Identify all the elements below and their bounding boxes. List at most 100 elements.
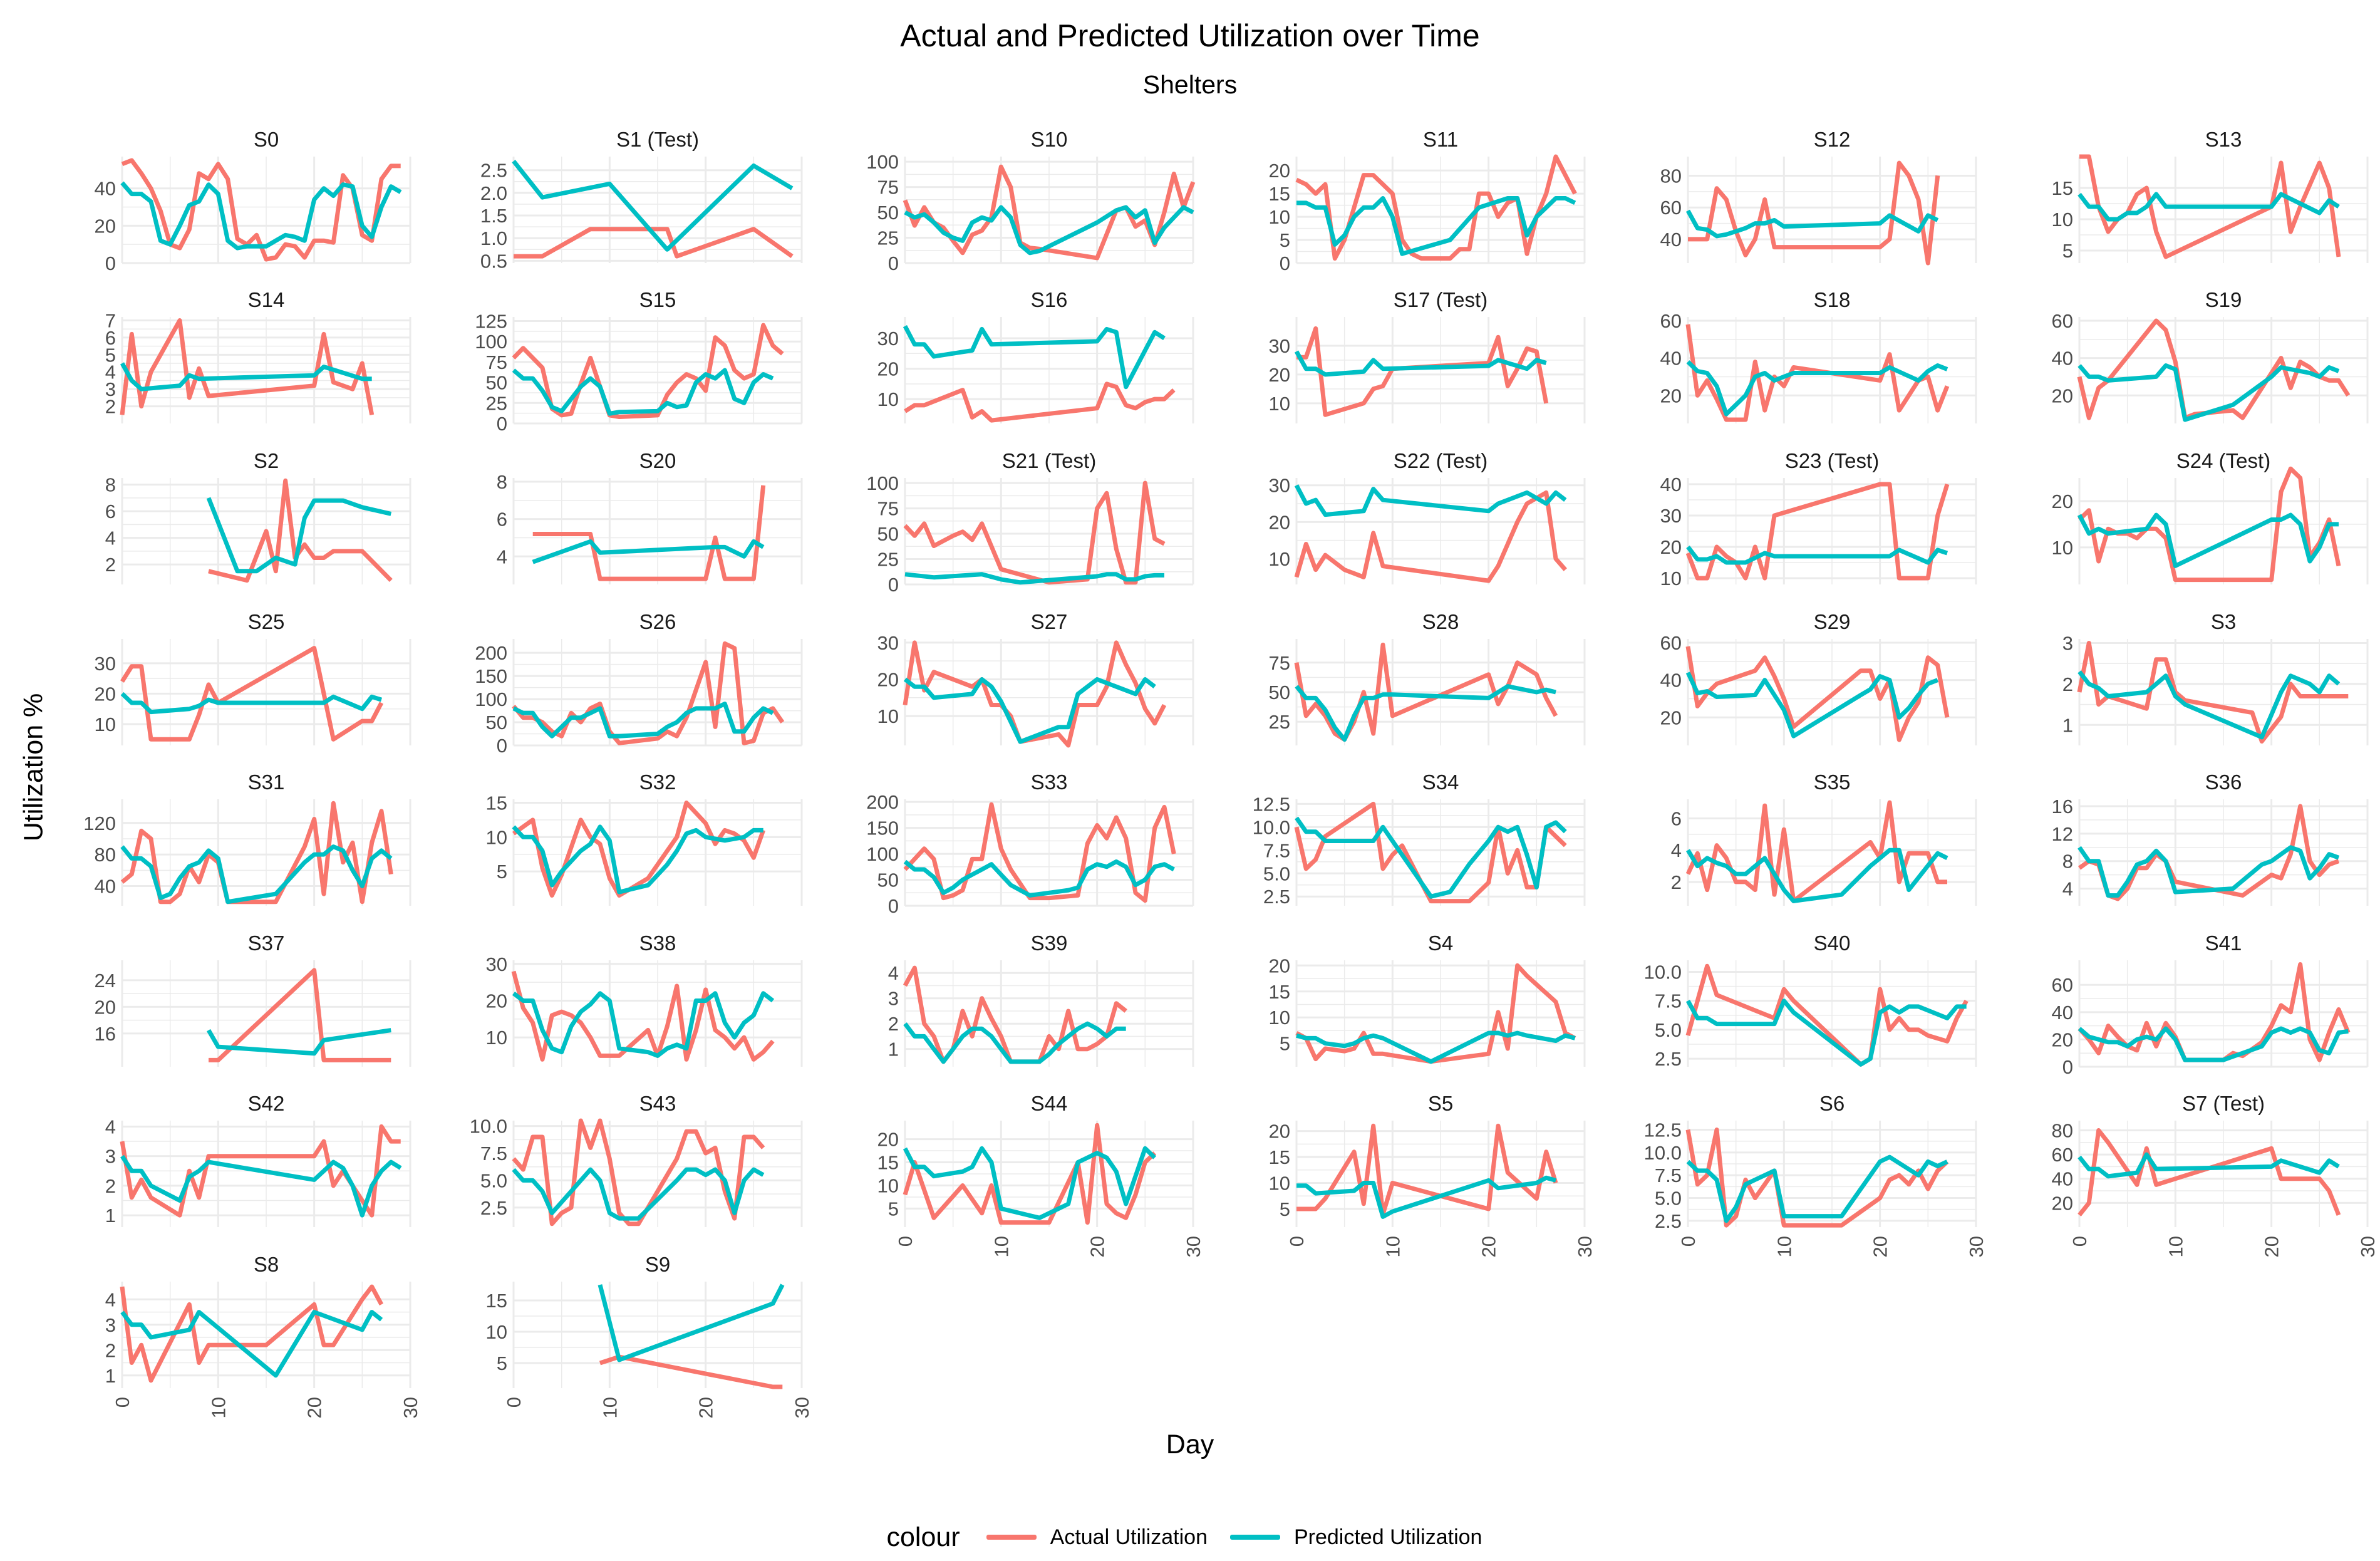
y-tick-label-s44: 15 bbox=[877, 1152, 899, 1174]
chart-subtitle: Shelters bbox=[1142, 70, 1238, 99]
y-tick-label-s39: 1 bbox=[888, 1039, 899, 1061]
y-tick-label-s23-test: 30 bbox=[1660, 505, 1682, 527]
x-tick-label-s44: 10 bbox=[990, 1236, 1012, 1257]
y-tick-label-s14: 4 bbox=[105, 361, 116, 383]
x-tick-label-s8: 0 bbox=[111, 1397, 133, 1408]
y-tick-label-s16: 30 bbox=[877, 328, 899, 350]
y-tick-label-s35: 2 bbox=[1671, 871, 1682, 893]
y-tick-label-s16: 20 bbox=[877, 358, 899, 380]
y-tick-label-s24-test: 20 bbox=[2052, 490, 2073, 512]
legend-item-predicted: Predicted Utilization bbox=[1229, 1525, 1482, 1550]
y-tick-label-s13: 10 bbox=[2052, 209, 2073, 231]
y-tick-label-s29: 40 bbox=[1660, 670, 1682, 692]
y-tick-label-s11: 5 bbox=[1280, 229, 1290, 251]
y-tick-label-s17-test: 20 bbox=[1269, 364, 1290, 386]
x-tick-label-s7-test: 20 bbox=[2261, 1236, 2283, 1257]
series-actual-s1-test bbox=[514, 227, 794, 259]
y-tick-label-s6: 10.0 bbox=[1644, 1142, 1682, 1164]
y-tick-label-s5: 5 bbox=[1280, 1198, 1290, 1220]
y-tick-label-s10: 0 bbox=[888, 252, 899, 274]
series-predicted-s6 bbox=[1686, 1154, 1948, 1223]
y-tick-label-s41: 20 bbox=[2052, 1029, 2073, 1050]
series-predicted-s19 bbox=[2077, 363, 2340, 422]
y-tick-label-s24-test: 10 bbox=[2052, 537, 2073, 559]
y-tick-label-s19: 60 bbox=[2052, 310, 2073, 332]
y-tick-label-s44: 10 bbox=[877, 1175, 899, 1196]
series-predicted-s27 bbox=[903, 677, 1156, 744]
y-tick-label-s21-test: 0 bbox=[888, 574, 899, 596]
y-tick-label-s12: 80 bbox=[1660, 165, 1682, 187]
y-tick-label-s26: 100 bbox=[475, 688, 507, 710]
y-tick-label-s22-test: 30 bbox=[1269, 475, 1290, 497]
panel-title-s35: S35 bbox=[1814, 770, 1851, 794]
y-tick-label-s22-test: 10 bbox=[1269, 548, 1290, 570]
y-tick-label-s20: 8 bbox=[497, 471, 507, 493]
y-tick-label-s12: 40 bbox=[1660, 229, 1682, 251]
panel-title-s36: S36 bbox=[2205, 770, 2242, 794]
y-tick-label-s36: 4 bbox=[2062, 878, 2073, 900]
y-tick-label-s37: 20 bbox=[95, 996, 116, 1018]
x-tick-label-s8: 30 bbox=[400, 1397, 422, 1418]
series-predicted-s41 bbox=[2077, 1026, 2349, 1062]
x-tick-label-s5: 20 bbox=[1478, 1236, 1500, 1257]
series-actual-s37 bbox=[209, 968, 391, 1062]
x-axis-label: Day bbox=[1166, 1429, 1214, 1460]
panel-title-s20: S20 bbox=[639, 449, 676, 472]
y-tick-label-s28: 75 bbox=[1269, 652, 1290, 674]
y-tick-label-s16: 10 bbox=[877, 388, 899, 410]
y-tick-label-s22-test: 20 bbox=[1269, 511, 1290, 533]
series-predicted-s32 bbox=[512, 824, 763, 895]
series-actual-s44 bbox=[903, 1123, 1157, 1225]
series-predicted-s15 bbox=[512, 368, 774, 416]
y-tick-label-s1-test: 1.0 bbox=[480, 227, 507, 249]
series-actual-s26 bbox=[512, 641, 785, 745]
series-actual-s21-test bbox=[903, 480, 1166, 585]
panel-title-s41: S41 bbox=[2205, 931, 2242, 955]
y-tick-label-s41: 40 bbox=[2052, 1002, 2073, 1024]
y-tick-label-s13: 15 bbox=[2052, 177, 2073, 199]
y-tick-label-s17-test: 10 bbox=[1269, 393, 1290, 415]
series-actual-s18 bbox=[1685, 324, 1950, 422]
series-predicted-s35 bbox=[1686, 848, 1948, 903]
y-tick-label-s18: 60 bbox=[1660, 310, 1682, 332]
x-tick-label-s8: 10 bbox=[207, 1397, 229, 1418]
series-actual-s9 bbox=[599, 1354, 783, 1389]
y-tick-label-s3: 1 bbox=[2062, 714, 2073, 736]
series-actual-s42 bbox=[120, 1124, 401, 1218]
series-predicted-s28 bbox=[1295, 684, 1556, 742]
y-tick-label-s25: 30 bbox=[95, 653, 116, 675]
y-tick-label-s10: 25 bbox=[877, 227, 899, 249]
panel-title-s29: S29 bbox=[1814, 610, 1851, 633]
series-predicted-s44 bbox=[903, 1146, 1157, 1220]
y-tick-label-s4: 10 bbox=[1269, 1007, 1290, 1029]
legend-swatch-actual bbox=[986, 1535, 1037, 1540]
y-tick-label-s3: 3 bbox=[2062, 633, 2073, 655]
panel-title-s25: S25 bbox=[248, 610, 285, 633]
y-tick-label-s42: 3 bbox=[105, 1146, 116, 1168]
y-tick-label-s26: 200 bbox=[475, 642, 507, 664]
y-tick-label-s6: 5.0 bbox=[1655, 1188, 1682, 1210]
y-tick-label-s21-test: 25 bbox=[877, 549, 899, 571]
series-actual-s14 bbox=[120, 318, 375, 415]
y-tick-label-s14: 7 bbox=[105, 309, 116, 331]
x-tick-label-s7-test: 30 bbox=[2357, 1236, 2379, 1257]
y-tick-label-s32: 10 bbox=[486, 826, 507, 848]
y-tick-label-s36: 16 bbox=[2052, 796, 2073, 817]
series-actual-s28 bbox=[1294, 642, 1558, 742]
series-predicted-s17-test bbox=[1294, 350, 1547, 377]
series-predicted-s31 bbox=[120, 844, 393, 905]
x-tick-label-s9: 20 bbox=[695, 1397, 717, 1418]
y-tick-label-s40: 5.0 bbox=[1655, 1019, 1682, 1041]
y-tick-label-s1-test: 2.5 bbox=[480, 160, 507, 182]
series-actual-s17-test bbox=[1296, 326, 1549, 417]
y-tick-label-s40: 7.5 bbox=[1655, 990, 1682, 1012]
series-predicted-s43 bbox=[512, 1167, 765, 1221]
y-tick-label-s33: 0 bbox=[888, 895, 899, 917]
y-tick-label-s26: 150 bbox=[475, 665, 507, 687]
series-actual-s12 bbox=[1688, 160, 1940, 266]
panel-title-s15: S15 bbox=[639, 288, 676, 311]
y-tick-label-s14: 6 bbox=[105, 327, 116, 349]
y-tick-label-s0: 20 bbox=[95, 215, 116, 237]
y-tick-label-s9: 5 bbox=[497, 1352, 507, 1374]
